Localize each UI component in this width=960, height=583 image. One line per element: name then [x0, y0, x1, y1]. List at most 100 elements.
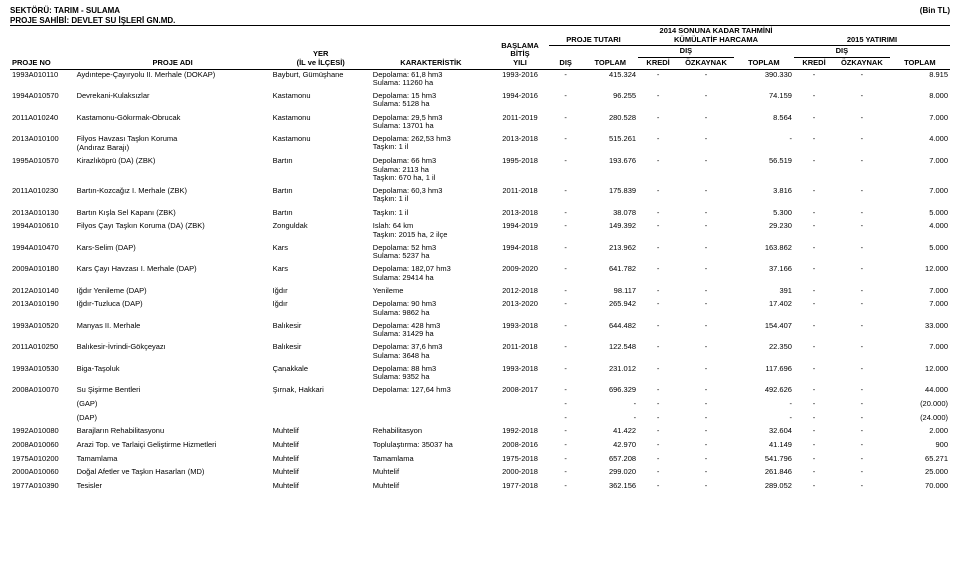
table-cell: -: [834, 264, 890, 283]
table-cell: 1977A010390: [10, 481, 75, 492]
table-cell: 1993A010530: [10, 364, 75, 383]
table-cell: 1993A010110: [10, 69, 75, 88]
table-cell: 2.000: [890, 426, 950, 437]
table-cell: Devrekani-Kulaksızlar: [75, 91, 271, 110]
table-cell: -: [638, 454, 678, 465]
table-cell: -: [549, 399, 582, 410]
table-row: 1994A010570Devrekani-KulaksızlarKastamon…: [10, 91, 950, 110]
table-cell: Depolama: 60,3 hm3 Taşkın: 1 il: [371, 186, 491, 205]
table-cell: -: [638, 113, 678, 132]
table-cell: Tesisler: [75, 481, 271, 492]
table-row: 1994A010610Filyos Çayı Taşkın Koruma (DA…: [10, 221, 950, 240]
table-cell: -: [834, 467, 890, 478]
table-row: 1993A010110Aydıntepe-Çayıryolu II. Merha…: [10, 69, 950, 88]
table-cell: -: [549, 454, 582, 465]
col-yatirim: 2015 YATIRIMI: [794, 26, 950, 46]
sektor-label: SEKTÖRÜ:: [10, 6, 52, 16]
table-cell: -: [638, 364, 678, 383]
table-cell: -: [834, 440, 890, 451]
table-cell: 12.000: [890, 364, 950, 383]
table-cell: Biga-Taşoluk: [75, 364, 271, 383]
table-cell: Depolama: 52 hm3 Sulama: 5237 ha: [371, 243, 491, 262]
table-cell: Zonguldak: [271, 221, 371, 240]
table-cell: Şırnak, Hakkari: [271, 385, 371, 396]
table-cell: -: [678, 481, 734, 492]
table-cell: 37.166: [734, 264, 794, 283]
table-cell: 65.271: [890, 454, 950, 465]
table-cell: -: [794, 186, 834, 205]
table-cell: Tamamlama: [371, 454, 491, 465]
table-cell: Kastamonu-Gökırmak-Obrucak: [75, 113, 271, 132]
table-cell: -: [678, 91, 734, 110]
table-cell: 2012-2018: [491, 286, 549, 297]
table-cell: -: [638, 91, 678, 110]
table-cell: 2008-2016: [491, 440, 549, 451]
table-cell: -: [638, 221, 678, 240]
table-row: 2013A010100Filyos Havzası Taşkın Koruma …: [10, 134, 950, 153]
table-cell: 122.548: [582, 342, 638, 361]
table-cell: -: [794, 413, 834, 424]
table-cell: -: [734, 399, 794, 410]
table-cell: 415.324: [582, 69, 638, 88]
table-cell: -: [794, 399, 834, 410]
table-cell: [10, 399, 75, 410]
table-cell: -: [678, 399, 734, 410]
table-cell: -: [582, 399, 638, 410]
table-cell: 1975-2018: [491, 454, 549, 465]
table-cell: 32.604: [734, 426, 794, 437]
table-cell: 1994A010570: [10, 91, 75, 110]
table-cell: Bartın-Kozcağız I. Merhale (ZBK): [75, 186, 271, 205]
table-cell: -: [638, 426, 678, 437]
unit-label: (Bin TL): [920, 6, 950, 15]
table-cell: 1992-2018: [491, 426, 549, 437]
table-row: 2011A010250Balıkesir-İvrindi-GökçeyazıBa…: [10, 342, 950, 361]
table-cell: 641.782: [582, 264, 638, 283]
table-cell: 2011A010240: [10, 113, 75, 132]
table-cell: (24.000): [890, 413, 950, 424]
table-cell: Bartın Kışla Sel Kapanı (ZBK): [75, 208, 271, 219]
table-cell: Islah: 64 km Taşkın: 2015 ha, 2 ilçe: [371, 221, 491, 240]
table-cell: 541.796: [734, 454, 794, 465]
table-cell: -: [549, 321, 582, 340]
col-kumulatif: 2014 SONUNA KADAR TAHMİNİ KÜMÜLATİF HARC…: [638, 26, 794, 46]
table-cell: -: [734, 413, 794, 424]
table-cell: -: [638, 286, 678, 297]
table-cell: 2000-2018: [491, 467, 549, 478]
table-cell: -: [734, 134, 794, 153]
table-cell: Bartın: [271, 186, 371, 205]
table-cell: -: [678, 221, 734, 240]
col-proje-no: PROJE NO: [10, 26, 75, 70]
table-cell: Doğal Afetler ve Taşkın Hasarları (MD): [75, 467, 271, 478]
table-cell: -: [678, 286, 734, 297]
table-cell: Toplulaştırma: 35037 ha: [371, 440, 491, 451]
table-cell: -: [834, 243, 890, 262]
table-cell: 1994-2019: [491, 221, 549, 240]
table-cell: -: [678, 454, 734, 465]
table-cell: 1995-2018: [491, 156, 549, 183]
table-cell: 390.330: [734, 69, 794, 88]
table-cell: 175.839: [582, 186, 638, 205]
table-cell: Rehabilitasyon: [371, 426, 491, 437]
table-cell: Depolama: 428 hm3 Sulama: 31429 ha: [371, 321, 491, 340]
table-cell: -: [678, 299, 734, 318]
table-cell: Muhtelif: [371, 467, 491, 478]
table-cell: -: [794, 467, 834, 478]
table-cell: (GAP): [75, 399, 271, 410]
table-cell: 2013-2018: [491, 208, 549, 219]
data-table: PROJE NO PROJE ADI YER (İL ve İLÇESİ) KA…: [10, 25, 950, 494]
table-cell: 2000A010060: [10, 467, 75, 478]
table-cell: -: [678, 426, 734, 437]
table-cell: Depolama: 127,64 hm3: [371, 385, 491, 396]
table-cell: 7.000: [890, 299, 950, 318]
col-yili-txt: YILI: [493, 59, 547, 68]
table-cell: 2011A010230: [10, 186, 75, 205]
row-spacer: [10, 491, 950, 494]
table-cell: 4.000: [890, 221, 950, 240]
table-cell: Barajların Rehabilitasyonu: [75, 426, 271, 437]
page-header: SEKTÖRÜ: TARIM - SULAMA PROJE SAHİBİ: DE…: [10, 6, 950, 25]
table-cell: 56.519: [734, 156, 794, 183]
table-cell: -: [678, 69, 734, 88]
table-cell: -: [794, 221, 834, 240]
table-cell: -: [794, 321, 834, 340]
table-cell: -: [678, 413, 734, 424]
